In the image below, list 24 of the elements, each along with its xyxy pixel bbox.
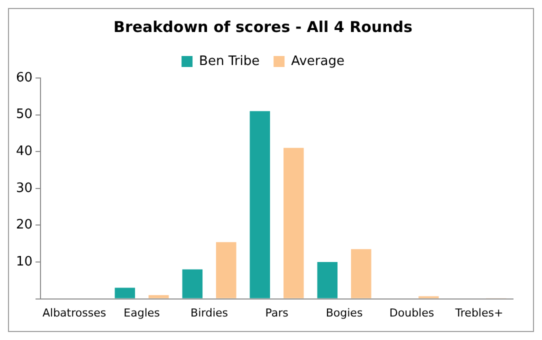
bar: [284, 148, 304, 298]
bar: [114, 288, 136, 298]
legend-label: Average: [291, 54, 344, 69]
bar: [250, 111, 270, 298]
x-tick-label: Trebles+: [454, 306, 504, 320]
y-tick-label: 20: [16, 218, 33, 233]
bar: [351, 249, 372, 298]
bar: [317, 262, 338, 298]
x-tick-label: Pars: [265, 306, 289, 320]
x-tick-label: Birdies: [190, 306, 228, 320]
x-tick-label: Bogies: [326, 306, 363, 320]
y-tick-label: 10: [16, 254, 33, 270]
bar: [182, 269, 203, 298]
y-tick-label: 40: [16, 144, 33, 159]
x-tick-label: Doubles: [389, 306, 434, 320]
x-tick-label: Eagles: [124, 306, 160, 320]
x-tick-label: Albatrosses: [42, 306, 106, 320]
chart-title: Breakdown of scores - All 4 Rounds: [114, 18, 413, 36]
y-tick-label: 50: [16, 107, 33, 122]
y-tick-label: 60: [16, 70, 33, 86]
bar: [216, 242, 236, 298]
bar: [148, 295, 169, 298]
y-tick-label: 30: [16, 180, 33, 196]
legend-label: Ben Tribe: [199, 54, 260, 69]
